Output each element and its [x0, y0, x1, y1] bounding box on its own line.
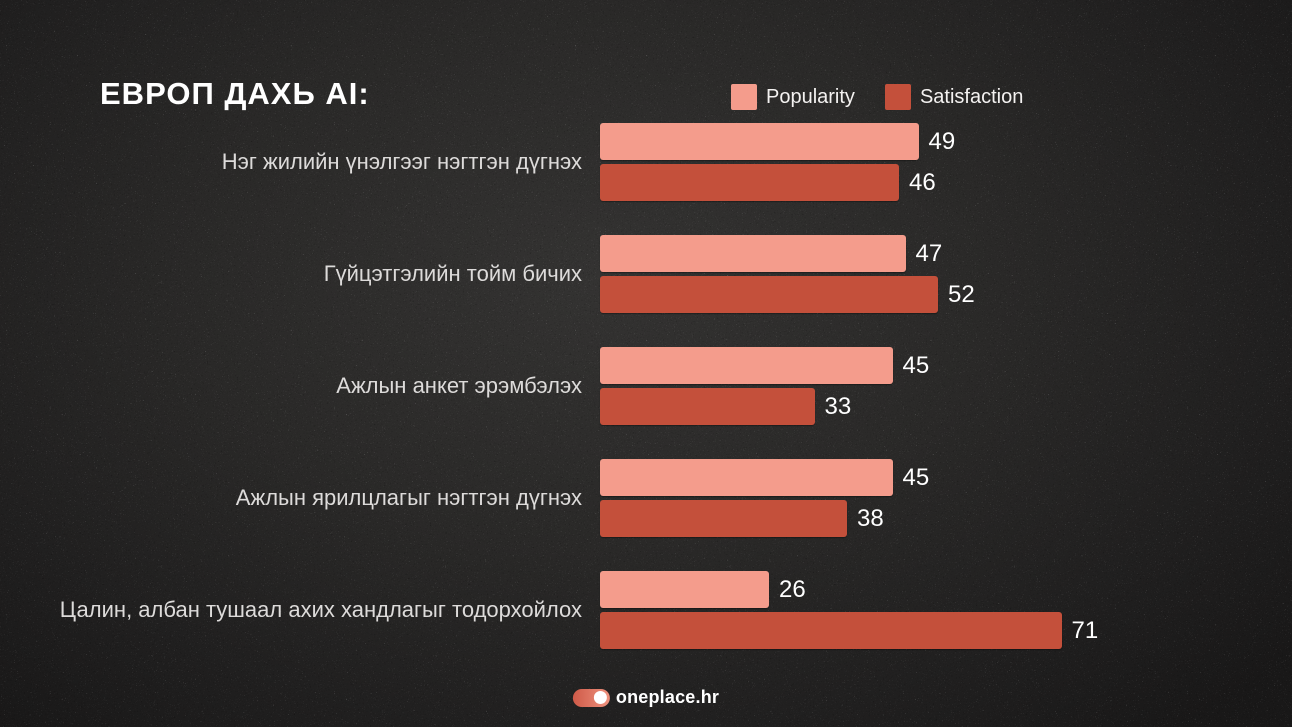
bar-value: 45: [902, 351, 930, 379]
chart-rows: Нэг жилийн үнэлгээг нэгтгэн дүгнэх 49 46 Гү…: [0, 123, 1292, 649]
bar-value: 47: [915, 239, 943, 267]
brand-footer: oneplace.hr: [572, 687, 720, 708]
category-label: Гүйцэтгэлийн тойм бичих: [323, 260, 582, 286]
bar-line-popularity: 45: [600, 347, 1292, 384]
satisfaction-bar: [600, 388, 815, 425]
bar-line-popularity: 45: [600, 459, 1292, 496]
popularity-bar: [600, 571, 769, 608]
legend-item-satisfaction: Satisfaction: [884, 84, 1024, 110]
bar-value: 46: [909, 168, 936, 196]
bar-value: 71: [1071, 616, 1099, 644]
bar-line-satisfaction: 38: [600, 500, 1292, 537]
bar-value: 38: [857, 504, 884, 532]
row-bars: 45 38: [600, 459, 1292, 537]
row-bars: 49 46: [600, 123, 1292, 201]
chart-row: Ажлын анкет эрэмбэлэх 45 33: [0, 347, 1292, 425]
bar-line-satisfaction: 33: [600, 388, 1292, 425]
satisfaction-bar: [600, 164, 899, 201]
row-bars: 45 33: [600, 347, 1292, 425]
brand-name: oneplace.hr: [615, 687, 720, 707]
category-label: Ажлын анкет эрэмбэлэх: [336, 372, 582, 398]
popularity-bar: [600, 235, 906, 272]
bar-value: 45: [902, 463, 930, 491]
logo-dot: [593, 691, 607, 704]
legend-swatch-satisfaction: [884, 84, 911, 110]
chart-row: Гүйцэтгэлийн тойм бичих 47 52: [0, 235, 1292, 313]
popularity-bar: [600, 347, 893, 384]
legend-label: Satisfaction: [919, 85, 1024, 108]
bar-line-satisfaction: 46: [600, 164, 1292, 201]
category-label: Ажлын ярилцлагыг нэгтгэн дүгнэх: [235, 484, 582, 510]
bar-line-popularity: 26: [600, 571, 1292, 608]
satisfaction-bar: [600, 500, 847, 537]
bar-value: 49: [928, 127, 956, 155]
bar-chart: Нэг жилийн үнэлгээг нэгтгэн дүгнэх 49 46 Гү…: [0, 123, 1292, 683]
category-label: Цалин, албан тушаал ахих хандлагыг тодор…: [59, 596, 582, 622]
bar-line-satisfaction: 52: [600, 276, 1292, 313]
oneplace-logo-icon: [572, 688, 610, 707]
chart-row: Нэг жилийн үнэлгээг нэгтгэн дүгнэх 49 46: [0, 123, 1292, 201]
chart-legend: Popularity Satisfaction: [731, 84, 1023, 110]
row-bars: 26 71: [600, 571, 1292, 649]
satisfaction-bar: [600, 276, 938, 313]
bar-line-satisfaction: 71: [600, 612, 1292, 649]
bar-value: 52: [948, 280, 975, 308]
bar-value: 26: [779, 575, 806, 603]
legend-item-popularity: Popularity: [731, 84, 855, 110]
chart-title: ЕВРОП ДАХЬ AI:: [100, 76, 370, 111]
bar-line-popularity: 49: [600, 123, 1292, 160]
satisfaction-bar: [600, 612, 1062, 649]
row-bars: 47 52: [600, 235, 1292, 313]
bar-line-popularity: 47: [600, 235, 1292, 272]
popularity-bar: [600, 123, 919, 160]
chart-row: Ажлын ярилцлагыг нэгтгэн дүгнэх 45 38: [0, 459, 1292, 537]
chart-row: Цалин, албан тушаал ахих хандлагыг тодор…: [0, 571, 1292, 649]
bar-value: 33: [824, 392, 852, 420]
popularity-bar: [600, 459, 893, 496]
category-label: Нэг жилийн үнэлгээг нэгтгэн дүгнэх: [221, 148, 582, 174]
legend-label: Popularity: [766, 85, 855, 108]
legend-swatch-popularity: [731, 84, 757, 110]
